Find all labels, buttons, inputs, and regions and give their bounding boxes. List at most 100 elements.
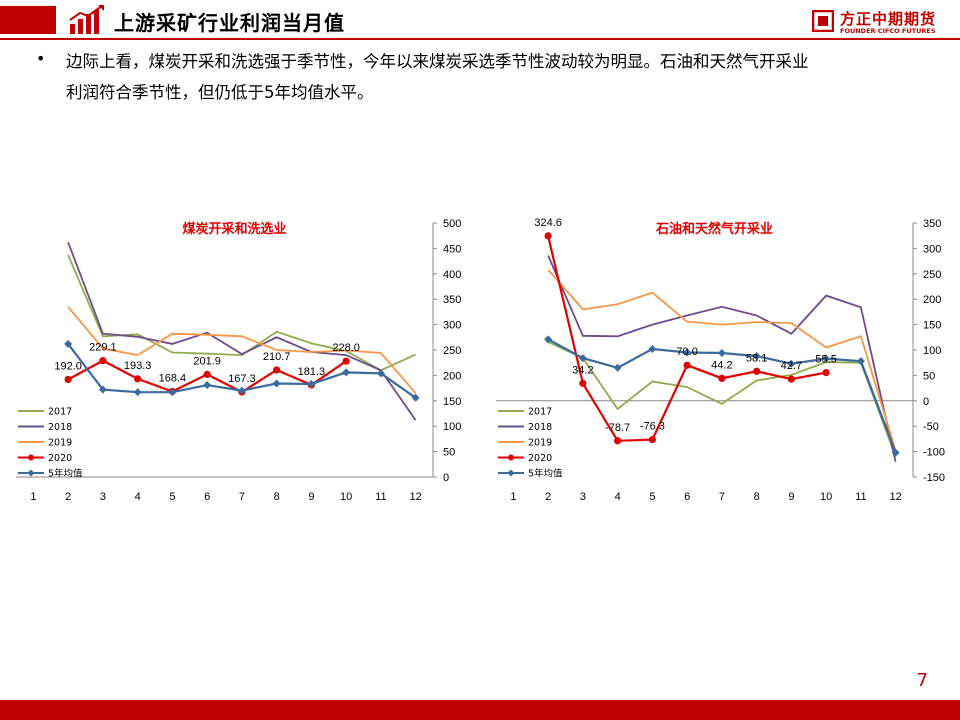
- data-point-avg: [342, 368, 351, 377]
- data-point-2020: [683, 361, 691, 369]
- y-tick-label: 0: [443, 472, 449, 484]
- data-point-avg: [64, 339, 73, 348]
- data-label-2020: 229.1: [89, 342, 117, 354]
- y-tick-label: 500: [443, 218, 461, 230]
- data-point-avg: [683, 348, 692, 357]
- legend-label: 5年均值: [48, 468, 83, 480]
- data-label-2020: -76.3: [640, 421, 665, 433]
- company-logo: 方正中期期货 FOUNDER CIFCO FUTURES: [812, 8, 952, 38]
- x-tick-label: 7: [719, 491, 725, 503]
- footer-bar: [0, 700, 960, 720]
- logo-subtext: FOUNDER CIFCO FUTURES: [840, 27, 936, 35]
- data-point-avg: [411, 393, 420, 402]
- y-tick-label: 150: [443, 396, 461, 408]
- legend-label: 5年均值: [528, 468, 563, 480]
- legend-label: 2019: [528, 438, 552, 449]
- data-label-2020: 70.0: [676, 346, 697, 358]
- legend-marker: [507, 469, 515, 477]
- header-divider: [0, 38, 960, 40]
- data-label-2020: 42.7: [781, 360, 802, 372]
- chart-title: 煤炭开采和洗选业: [182, 221, 286, 237]
- data-point-avg: [891, 448, 900, 457]
- data-point-avg: [133, 388, 142, 397]
- page-title: 上游采矿行业利润当月值: [114, 11, 345, 35]
- x-tick-label: 6: [204, 491, 210, 503]
- y-tick-label: 150: [923, 320, 941, 332]
- data-point-avg: [168, 388, 177, 397]
- y-tick-label: 200: [923, 294, 941, 306]
- data-point-2020: [273, 366, 281, 374]
- data-label-2020: 44.2: [711, 359, 732, 371]
- data-point-2020: [342, 357, 350, 365]
- data-point-avg: [613, 363, 622, 372]
- bullet-marker: •: [36, 49, 46, 68]
- x-tick-label: 8: [754, 491, 760, 503]
- x-tick-label: 10: [340, 491, 352, 503]
- data-point-avg: [648, 344, 657, 353]
- y-tick-label: 450: [443, 243, 461, 255]
- data-point-2020: [134, 375, 142, 383]
- data-label-2020: 201.9: [193, 355, 221, 367]
- y-tick-label: -100: [923, 447, 945, 459]
- y-tick-label: -150: [923, 472, 945, 484]
- x-tick-label: 12: [890, 491, 902, 503]
- data-point-avg: [376, 369, 385, 378]
- series-line-2019: [547, 269, 897, 451]
- legend-label: 2017: [528, 407, 552, 418]
- x-tick-label: 11: [375, 491, 386, 503]
- y-tick-label: 200: [443, 370, 461, 382]
- growth-chart-icon: [69, 5, 104, 34]
- y-tick-label: 100: [923, 345, 941, 357]
- series-line-2018: [67, 241, 417, 421]
- y-tick-label: -50: [923, 421, 939, 433]
- series-line-2020: [547, 235, 827, 442]
- y-tick-label: 100: [443, 421, 461, 433]
- data-point-avg: [272, 379, 281, 388]
- data-point-2020: [787, 375, 795, 383]
- legend-marker: [28, 454, 34, 461]
- data-label-2020: 228.0: [332, 342, 360, 354]
- x-tick-label: 3: [100, 491, 106, 503]
- legend-marker: [508, 454, 514, 461]
- x-tick-label: 1: [510, 491, 516, 503]
- legend-label: 2017: [48, 407, 72, 418]
- data-label-2020: 193.3: [124, 360, 152, 372]
- data-label-2020: 168.4: [159, 372, 187, 384]
- y-tick-label: 350: [443, 294, 461, 306]
- data-point-avg: [98, 385, 107, 394]
- x-tick-label: 9: [308, 491, 314, 503]
- x-tick-label: 11: [855, 491, 866, 503]
- chart-title: 石油和天然气开采业: [655, 221, 773, 237]
- data-point-2020: [64, 375, 72, 384]
- x-tick-label: 6: [684, 491, 690, 503]
- data-point-2020: [718, 374, 726, 382]
- x-tick-label: 5: [169, 491, 175, 503]
- x-tick-label: 9: [788, 491, 794, 503]
- series-line-2017: [547, 341, 897, 458]
- logo-mark-icon: [812, 10, 834, 32]
- y-tick-label: 300: [443, 320, 461, 332]
- data-point-avg: [544, 335, 553, 344]
- data-point-2020: [99, 357, 107, 365]
- legend-label: 2020: [528, 453, 552, 464]
- x-tick-label: 2: [65, 491, 71, 503]
- data-point-avg: [237, 386, 246, 395]
- data-point-2020: [648, 435, 656, 444]
- legend-label: 2020: [48, 453, 72, 464]
- legend-label: 2018: [48, 422, 72, 433]
- legend-marker: [27, 469, 35, 477]
- data-label-2020: 55.5: [815, 354, 836, 366]
- x-tick-label: 8: [274, 491, 280, 503]
- bullet-line-2: 利润符合季节性，但仍低于5年均值水平。: [66, 83, 374, 102]
- logo-text: 方正中期期货: [840, 10, 937, 28]
- series-line-2018: [547, 255, 897, 462]
- data-point-avg: [856, 357, 865, 366]
- y-tick-label: 300: [923, 243, 941, 255]
- page-number: 7: [916, 670, 928, 691]
- x-tick-label: 1: [30, 491, 36, 503]
- data-point-avg: [578, 354, 587, 363]
- x-tick-label: 4: [135, 491, 141, 503]
- data-point-2020: [203, 370, 211, 379]
